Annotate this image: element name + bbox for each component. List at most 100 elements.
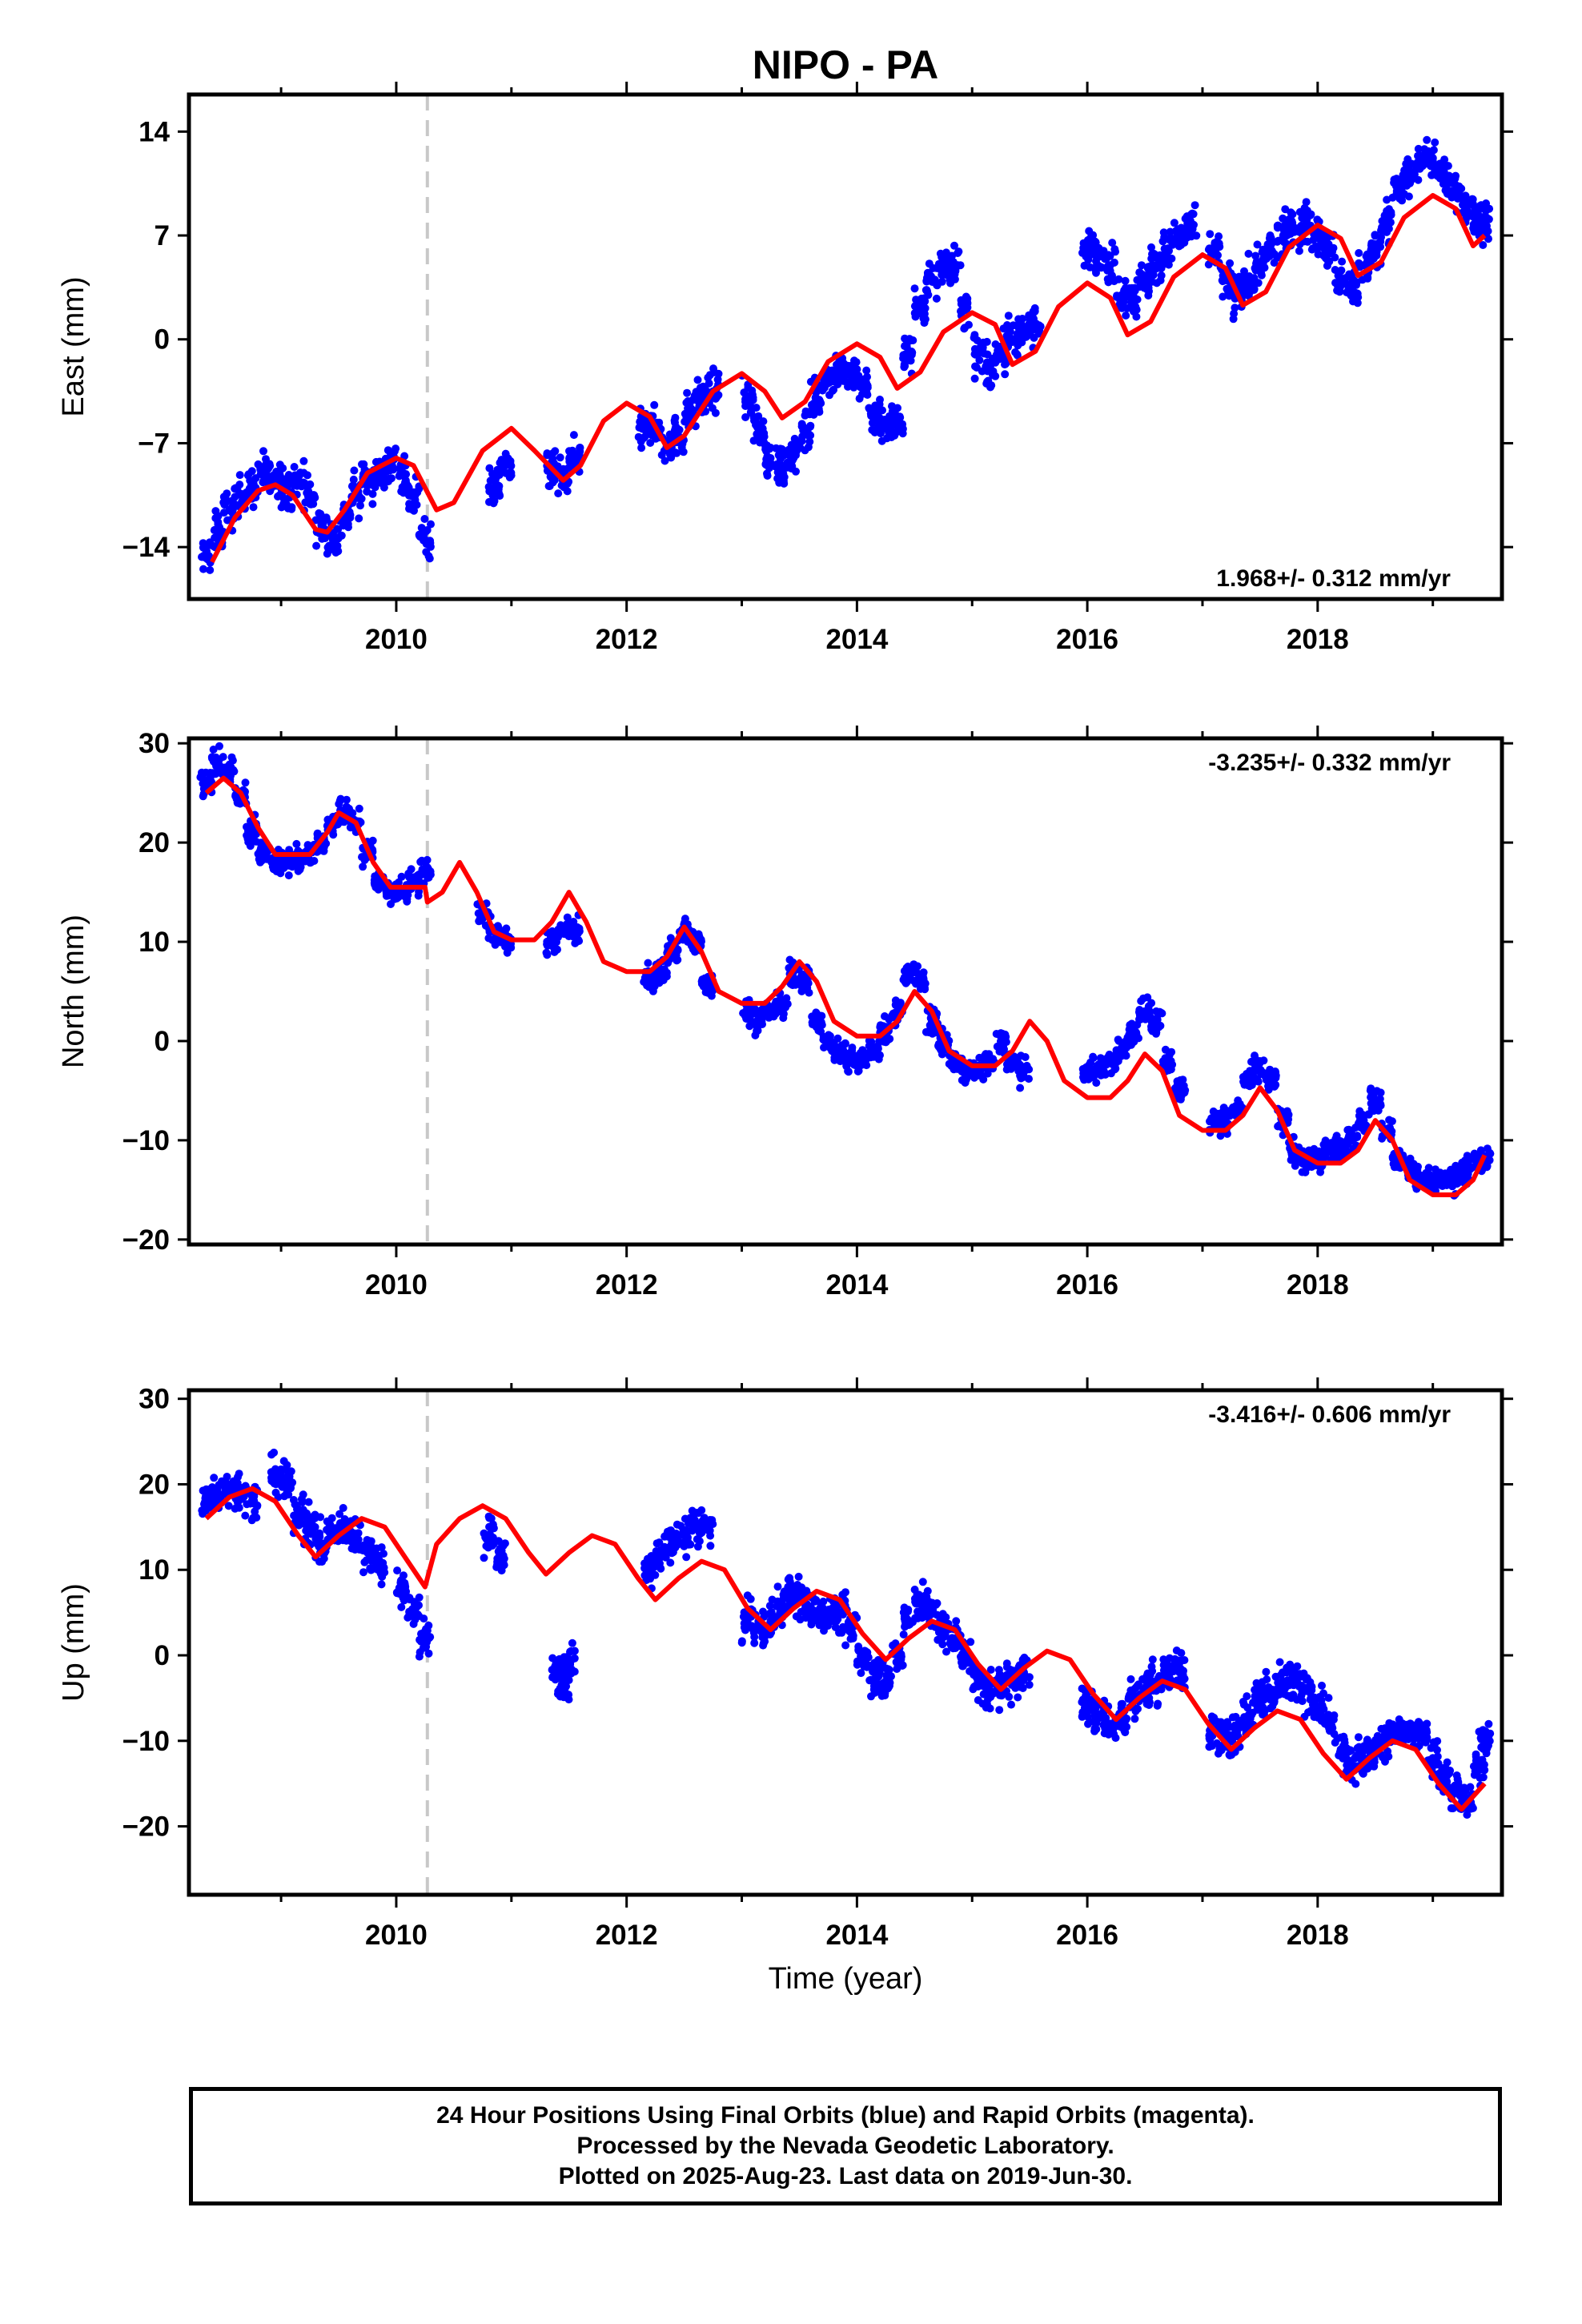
data-point (1001, 370, 1010, 379)
data-point (283, 504, 292, 513)
series-daily-positions (196, 742, 1495, 1200)
data-point (921, 286, 930, 295)
data-point (299, 456, 308, 465)
data-point (1147, 999, 1156, 1007)
data-point (226, 770, 235, 779)
data-point (301, 1520, 310, 1529)
data-point (1130, 1033, 1139, 1042)
data-point (1102, 263, 1110, 272)
series-daily-positions (198, 1448, 1495, 1819)
plot-frame (187, 92, 1504, 601)
data-point (565, 447, 573, 456)
data-point (879, 424, 888, 433)
data-point (279, 1457, 288, 1466)
data-point (932, 294, 941, 303)
data-point (1145, 287, 1153, 296)
data-point (1387, 208, 1395, 216)
data-point (1371, 1103, 1379, 1112)
data-point (1435, 159, 1444, 168)
data-point (749, 436, 758, 445)
data-point (1137, 261, 1146, 270)
data-point (478, 915, 487, 923)
data-point (698, 977, 707, 986)
data-point (415, 1593, 424, 1602)
data-point (1456, 184, 1465, 193)
data-point (1108, 239, 1117, 247)
data-point (340, 1515, 349, 1524)
data-point (219, 498, 228, 507)
data-point (679, 448, 688, 456)
data-point (427, 520, 435, 529)
data-point (335, 1510, 344, 1518)
data-point (951, 265, 960, 274)
data-point (1089, 231, 1098, 239)
data-point (423, 855, 432, 864)
data-point (1414, 175, 1423, 184)
data-point (656, 1564, 665, 1573)
data-point (1452, 1173, 1461, 1182)
data-point (679, 1526, 688, 1534)
data-point (269, 471, 278, 480)
data-point (1424, 154, 1433, 163)
data-point (312, 541, 321, 550)
data-point (1429, 146, 1438, 155)
data-point (371, 483, 379, 492)
data-point (671, 448, 680, 456)
data-point (651, 1557, 660, 1566)
data-point (707, 991, 716, 1000)
data-point (1353, 1133, 1362, 1141)
data-point (1459, 1172, 1468, 1180)
data-point (697, 391, 705, 400)
data-point (1002, 359, 1010, 368)
x-tick-label: 2016 (1056, 624, 1118, 655)
data-point (1135, 268, 1144, 277)
data-point (1271, 1073, 1280, 1082)
data-point (1271, 1080, 1280, 1089)
data-point (1321, 247, 1330, 255)
y-tick-label: 0 (155, 324, 170, 356)
data-point (763, 469, 771, 478)
data-point (902, 343, 911, 352)
data-point (1427, 162, 1435, 171)
data-point (1254, 279, 1263, 287)
data-point (1338, 257, 1347, 266)
data-point (259, 447, 267, 456)
data-point (224, 1502, 233, 1510)
data-point (792, 451, 800, 460)
data-point (1284, 1115, 1293, 1124)
data-point (568, 1638, 576, 1647)
data-point (339, 818, 348, 826)
data-point (556, 453, 564, 462)
data-point (858, 1055, 867, 1064)
data-point (363, 487, 371, 496)
data-point (995, 355, 1003, 364)
data-point (1230, 309, 1239, 318)
data-point (199, 565, 207, 573)
data-point (1219, 271, 1227, 280)
data-point (1147, 243, 1155, 251)
data-point (249, 1514, 258, 1522)
data-point (574, 935, 583, 944)
data-point (215, 742, 223, 750)
data-point (1311, 242, 1320, 251)
data-point (846, 371, 855, 380)
x-tick-label: 2014 (825, 1269, 888, 1301)
data-point (1285, 215, 1294, 223)
data-point (323, 549, 331, 558)
y-tick-label: −14 (122, 532, 171, 563)
data-point (232, 794, 241, 803)
data-point (212, 754, 221, 763)
data-point (1146, 262, 1155, 270)
data-point (1182, 212, 1191, 221)
y-tick-label: 20 (139, 827, 170, 858)
data-point (1245, 288, 1254, 297)
data-point (775, 1002, 784, 1010)
data-point (957, 300, 966, 308)
data-point (640, 1564, 649, 1573)
data-point (776, 444, 785, 453)
data-point (243, 1500, 251, 1509)
